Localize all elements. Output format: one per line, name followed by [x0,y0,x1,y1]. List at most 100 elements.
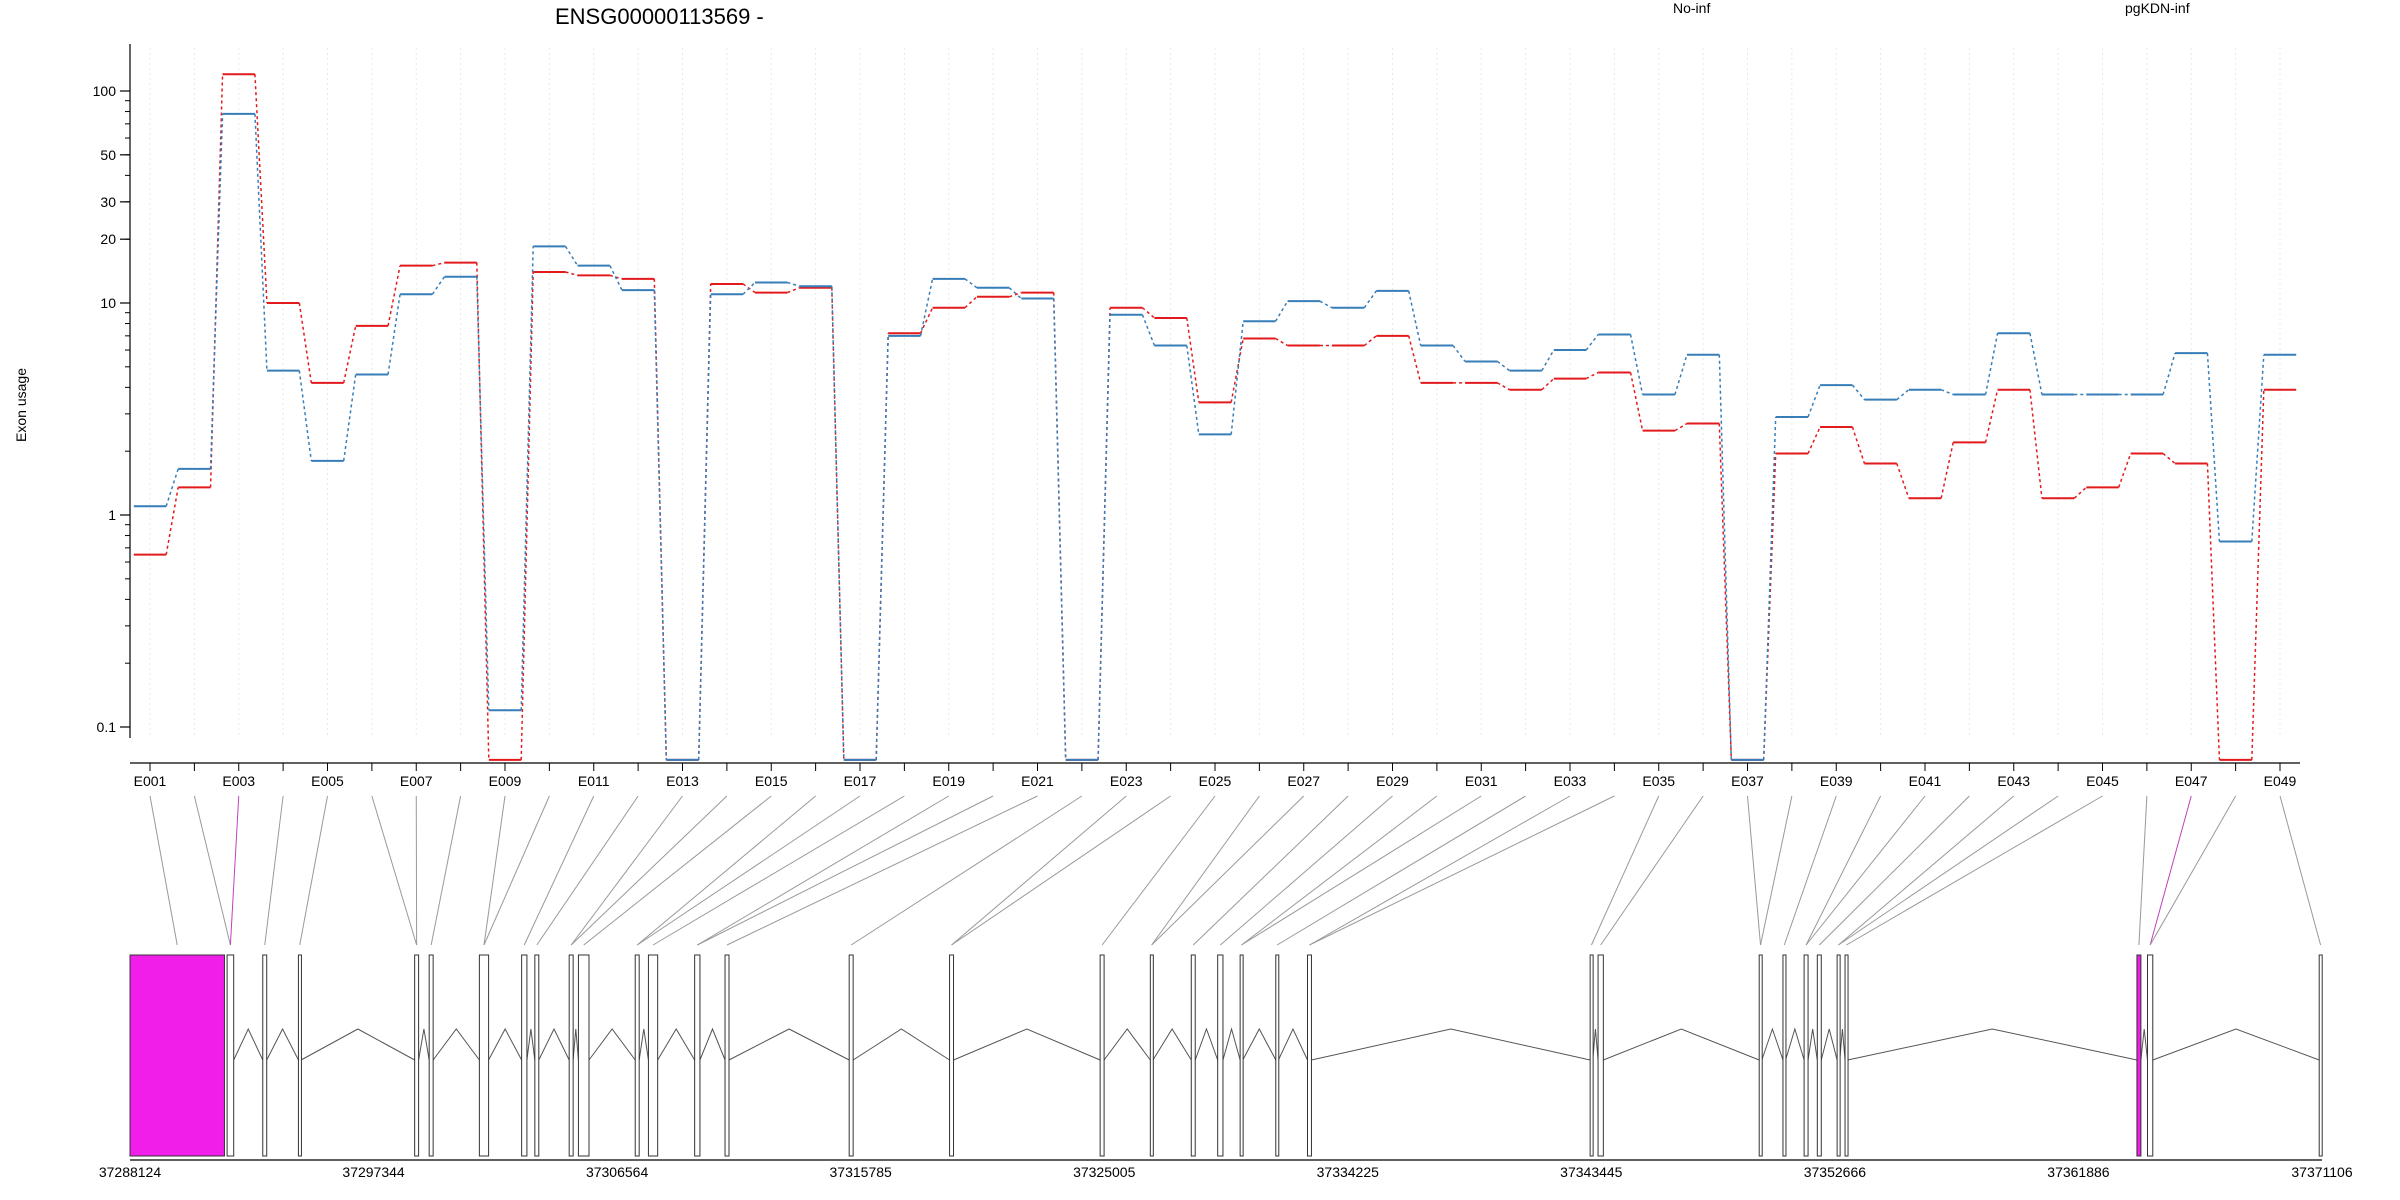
x-tick-label: E017 [844,773,877,789]
exon-box [1275,954,1280,1157]
series-connector [2162,452,2176,465]
series-connector [1896,463,1910,499]
x-tick-label: E027 [1287,773,1320,789]
x-tick-label: E045 [2086,773,2119,789]
exon-highlighted [129,954,225,1157]
series-connector [1052,298,1067,760]
series-connector [1186,345,1200,435]
series-connector [1984,333,1999,395]
exon-box [1149,954,1154,1157]
series-connector [831,286,845,760]
series-connector [787,281,800,287]
exon-connector [951,795,1127,946]
series-connector [1541,349,1555,371]
exon-connector [264,795,284,946]
exon-box [949,954,955,1157]
intron-line [1194,1027,1219,1061]
exon-box [577,954,590,1157]
series-no-inf [133,73,2297,761]
series-connector [1363,290,1377,309]
x-tick-label: E035 [1642,773,1675,789]
exon-connector [697,795,994,946]
series-connector [1319,300,1333,309]
series-connector [387,294,401,375]
series-connector [1940,388,1954,396]
exon-connector [2149,795,2192,946]
series-connector [1940,442,1954,499]
exon-box [1239,954,1244,1157]
intron-line [953,1028,1101,1061]
gene-model: 37288124 37297344 37306564 37315785 37325005… [99,954,2353,1180]
series-connector [1896,389,1910,401]
exon-connector [1309,795,1615,946]
intron-line [657,1028,696,1061]
series-connector [1274,300,1289,322]
exon-connector [636,795,816,946]
series-connector [254,113,268,371]
series-connector [2206,353,2221,542]
exon-box [478,954,490,1157]
y-tick-label: 10 [100,295,116,311]
series-connector [2206,463,2221,760]
exon-connector [1838,795,2059,946]
exon-box [1217,954,1224,1157]
coordinate-label: 37297344 [342,1164,405,1180]
series-connector [565,271,578,277]
series-connector [2073,486,2087,499]
series-connector [964,296,978,309]
series-connector [1407,290,1422,346]
series-connector [742,281,756,295]
coordinate-label: 37315785 [830,1164,893,1180]
intron-line [1222,1027,1241,1061]
exon-connector [1747,795,1762,946]
exon-box [1597,954,1604,1157]
series-connector [697,294,712,760]
exon-connector [1192,795,1349,946]
exon-connector [523,795,595,946]
series-connector [476,276,490,711]
series-connector [1851,384,1866,401]
x-tick-label: E019 [932,773,965,789]
exon-box [1844,954,1849,1157]
series-connector [1141,314,1156,346]
series-connector [1585,334,1599,351]
intron-line [728,1028,850,1061]
exon-connector [536,795,639,946]
exon-box [262,954,268,1157]
series-connector [919,307,934,334]
exon-connector [1309,795,1571,946]
series-connector [964,278,978,289]
coordinate-label: 37288124 [99,1164,162,1180]
x-tick-label: E041 [1909,773,1942,789]
series-connector [165,487,179,555]
intron-line [1592,1028,1599,1061]
legend-label-no-inf: No-inf [1673,0,1710,16]
exon-connector [1241,795,1482,946]
series-connector [1496,360,1510,372]
y-tick-label: 30 [100,194,116,210]
series-connector [653,290,668,760]
series-connector [2251,389,2265,760]
exon-box [1589,954,1594,1157]
coordinate-label: 37334225 [1317,1164,1380,1180]
exon-connector [2149,795,2237,946]
exon-box [1099,954,1105,1157]
intron-line [1820,1028,1838,1061]
exon-connector [1783,795,1837,946]
exon-connector [483,795,506,946]
coordinate-label: 37325005 [1073,1164,1136,1180]
vertical-grid [149,48,2281,738]
x-tick-label: E021 [1021,773,1054,789]
exon-box [297,954,302,1157]
series-connector [2117,453,2132,488]
coordinate-label: 37361886 [2047,1164,2110,1180]
intron-line [1807,1028,1818,1061]
exon-box [1758,954,1763,1157]
intron-line [1152,1028,1192,1061]
x-tick-label: E011 [578,773,610,789]
x-tick-label: E039 [1820,773,1853,789]
series-connector [1009,291,1022,298]
series-connector [298,370,313,461]
series-connector [1452,345,1466,362]
intron-line [526,1028,536,1061]
